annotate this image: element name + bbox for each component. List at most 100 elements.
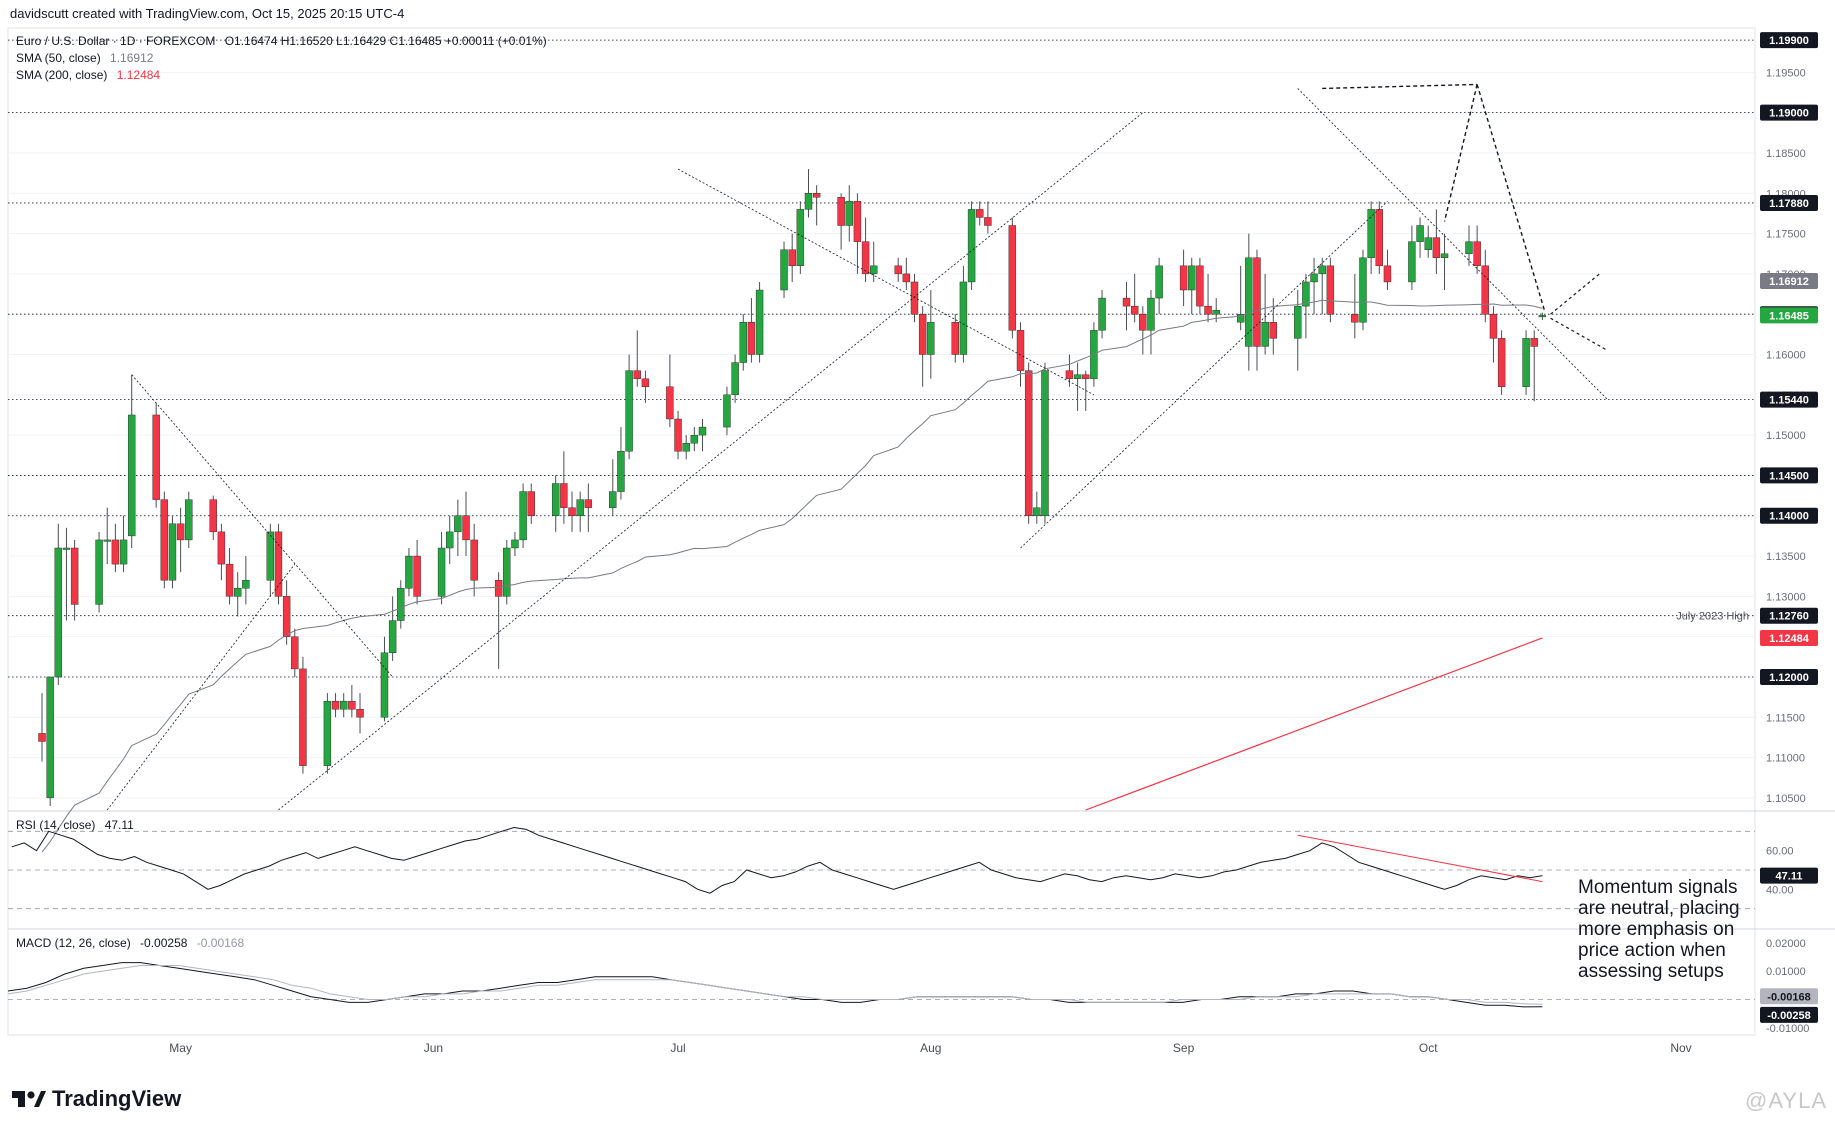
candle-up — [1318, 265, 1326, 275]
header-credit: davidscutt created with TradingView.com,… — [10, 6, 405, 21]
candle-down — [470, 539, 478, 581]
candle-down — [111, 539, 120, 565]
price-axis-label — [1760, 668, 1818, 685]
price-axis-label — [1760, 507, 1818, 524]
candle-down — [1481, 265, 1489, 315]
candle-up — [1416, 225, 1424, 242]
candle-down — [984, 217, 992, 226]
symbol-name[interactable]: Euro / U.S. Dollar · 1D · FOREXCOM — [16, 34, 216, 48]
macd-tick-label: 0.02000 — [1766, 938, 1806, 950]
candle-up — [234, 588, 242, 597]
price-tick-label: 1.16000 — [1766, 350, 1806, 362]
signal-line — [7, 965, 1543, 1005]
candle-up — [1212, 309, 1220, 315]
sma50-value: 1.16912 — [110, 51, 154, 65]
price-tick-label: 1.11500 — [1766, 712, 1805, 724]
candle-up — [739, 322, 747, 363]
candle-down — [1179, 265, 1188, 291]
candle-down — [1065, 370, 1074, 379]
trendline-up-major — [278, 112, 1144, 811]
candle-down — [274, 531, 283, 597]
candle-up — [723, 394, 731, 428]
rsi-line — [11, 826, 1543, 894]
candle-down — [1130, 305, 1139, 315]
annotation-arrow — [1443, 84, 1478, 222]
price-axis-label-text: 1.16912 — [1769, 276, 1809, 288]
date-tick-label: Jul — [670, 1041, 685, 1055]
price-tick-label: 1.17500 — [1766, 229, 1806, 241]
candle-up — [388, 620, 397, 653]
candle-up — [967, 209, 976, 283]
candle-down — [1253, 257, 1261, 347]
candle-up — [340, 700, 348, 710]
candle-down — [225, 563, 234, 597]
price-axis-label — [1760, 307, 1818, 324]
price-tick-label: 1.13500 — [1766, 551, 1806, 563]
candle-down — [910, 281, 919, 315]
rsi-tick-label: 40.00 — [1766, 884, 1794, 896]
candle-up — [511, 539, 519, 549]
candle-down — [918, 313, 927, 355]
candle-down — [38, 733, 46, 742]
candle-down — [861, 241, 870, 275]
candle-down — [348, 700, 356, 710]
candle-down — [176, 523, 185, 541]
candle-down — [217, 531, 226, 565]
candle-up — [1155, 265, 1163, 299]
price-axis-label-text: 1.16485 — [1769, 310, 1809, 322]
candle-up — [698, 426, 707, 436]
candle-up — [804, 193, 813, 210]
sma50-legend[interactable]: SMA (50, close) 1.16912 — [16, 51, 153, 65]
sma200-line — [1085, 637, 1543, 811]
candle-up — [927, 322, 935, 355]
level-annotation: July 2023 High — [1676, 611, 1749, 623]
candle-up — [397, 588, 405, 621]
candle-up — [62, 547, 71, 550]
price-axis-label-text: 1.14500 — [1769, 470, 1809, 482]
candle-down — [1204, 305, 1212, 315]
macd-value: -0.00258 — [140, 936, 188, 950]
candle-down — [462, 515, 470, 541]
macd-current-label — [1760, 1006, 1818, 1023]
candle-up — [1359, 257, 1367, 323]
candle-up — [625, 370, 633, 452]
candle-down — [666, 386, 674, 420]
candle-down — [527, 491, 535, 516]
trendline-down — [677, 168, 1095, 396]
candle-up — [1236, 313, 1245, 323]
candle-down — [356, 709, 364, 718]
candle-up — [1041, 370, 1049, 516]
candle-up — [437, 547, 446, 597]
candle-down — [1122, 297, 1131, 307]
candle-down — [413, 555, 421, 597]
candle-up — [1033, 507, 1041, 516]
macd-legend[interactable]: MACD (12, 26, close) -0.00258 -0.00168 — [16, 936, 244, 950]
candle-up — [617, 451, 625, 492]
price-axis-label — [1760, 607, 1818, 624]
tradingview-logo[interactable]: TradingView — [12, 1086, 181, 1112]
sma200-value: 1.12484 — [116, 68, 161, 82]
candle-down — [902, 273, 911, 283]
candle-down — [788, 249, 796, 267]
candle-up — [380, 652, 389, 718]
candle-up — [1261, 322, 1269, 347]
candle-down — [152, 414, 160, 500]
trendline-up-channel — [1020, 201, 1388, 549]
candle-down — [291, 636, 299, 670]
annotation-arrow — [1476, 84, 1546, 311]
candle-down — [1473, 241, 1481, 267]
price-axis-label — [1760, 629, 1818, 646]
price-tick-label: 1.10500 — [1766, 793, 1806, 805]
sma200-legend[interactable]: SMA (200, close) 1.12484 — [16, 68, 160, 82]
price-axis-label — [1760, 104, 1818, 121]
candle-up — [870, 265, 878, 275]
candle-down — [1432, 237, 1441, 258]
rsi-legend[interactable]: RSI (14, close) 47.11 — [16, 818, 134, 832]
candle-up — [1294, 305, 1302, 339]
rsi-tick-label: 60.00 — [1766, 846, 1794, 858]
symbol-legend: Euro / U.S. Dollar · 1D · FOREXCOM O1.16… — [16, 34, 547, 48]
rsi-current-label — [1760, 867, 1818, 884]
candle-down — [1383, 265, 1392, 283]
price-axis-label-text: 1.14000 — [1769, 511, 1809, 523]
candle-up — [1188, 265, 1196, 291]
